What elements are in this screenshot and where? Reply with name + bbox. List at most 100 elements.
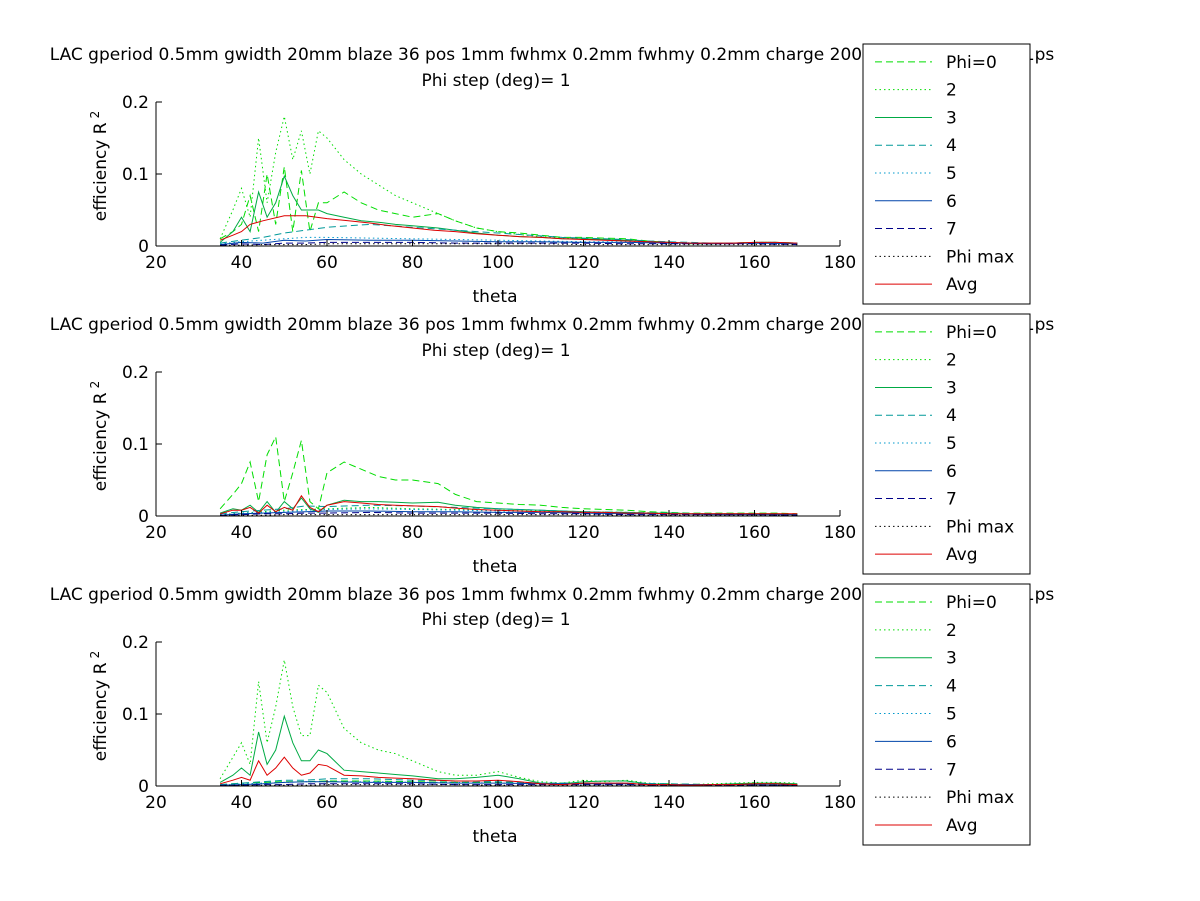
x-tick-label: 80 [402, 523, 424, 543]
legend-entry: 5 [946, 164, 957, 184]
y-tick-label: 0 [138, 507, 149, 527]
y-axis-label: efficiency R 2 [88, 651, 111, 761]
legend-entry: 7 [946, 490, 957, 510]
x-tick-label: 100 [482, 523, 514, 543]
y-axis-label-superscript: 2 [88, 111, 102, 119]
series-line-5 [220, 508, 798, 516]
y-axis-label-text: efficiency R [91, 122, 111, 221]
chart-panel-2: 20 40 60 80 100 120 140 160 180 0 0.1 0.2 theta effic… [50, 315, 1055, 577]
y-tick-label: 0.1 [122, 435, 149, 455]
x-axis-label: theta [473, 827, 518, 847]
x-tick-label: 180 [824, 253, 856, 273]
x-tick-label: 40 [231, 793, 253, 813]
chart-panel-3: 20 40 60 80 100 120 140 160 180 0 0.1 0.2 theta effic… [50, 585, 1055, 847]
x-tick-label: 80 [402, 793, 424, 813]
legend-box [862, 43, 1031, 305]
y-tick-label: 0 [138, 777, 149, 797]
x-tick-label: 60 [316, 793, 338, 813]
x-tick-label: 140 [653, 523, 685, 543]
x-tick-label: 160 [738, 793, 770, 813]
x-tick-label: 140 [653, 253, 685, 273]
legend-entry: Phi=0 [946, 593, 997, 613]
legend-1: Phi=0 2 3 4 5 6 7 Phi max Avg [862, 43, 1031, 305]
x-tick-label: 20 [145, 523, 167, 543]
x-tick-label: 20 [145, 793, 167, 813]
y-tick-label: 0.2 [122, 363, 149, 383]
legend-entry: 7 [946, 760, 957, 780]
x-tick-label: 20 [145, 253, 167, 273]
x-tick-label: 120 [567, 523, 599, 543]
legend-entry: Avg [946, 545, 978, 565]
y-axis-label-text: efficiency R [91, 392, 111, 491]
y-axis-label-superscript: 2 [88, 381, 102, 389]
y-axis-label-text: efficiency R [91, 662, 111, 761]
x-tick-label: 160 [738, 523, 770, 543]
legend-entry: Phi max [946, 517, 1014, 537]
series-line-7 [220, 511, 798, 516]
legend-entry: 3 [946, 108, 957, 128]
series-line-phi-max [220, 243, 798, 246]
legend-entry: Phi=0 [946, 323, 997, 343]
legend-entry: 6 [946, 732, 957, 752]
y-tick-label: 0.2 [122, 633, 149, 653]
legend-entry: Phi=0 [946, 53, 997, 73]
series-line-2 [219, 116, 798, 244]
x-tick-label: 100 [482, 253, 514, 273]
y-axis-label-superscript: 2 [88, 651, 102, 659]
x-tick-label: 60 [316, 523, 338, 543]
legend-entry: 6 [946, 462, 957, 482]
legend-entry: Phi max [946, 788, 1014, 808]
x-tick-label: 180 [824, 523, 856, 543]
x-tick-label: 120 [567, 253, 599, 273]
legend-entry: 3 [946, 378, 957, 398]
legend-entry: 2 [946, 351, 957, 371]
y-tick-label: 0.1 [122, 705, 149, 725]
series-line-4 [220, 223, 798, 244]
x-tick-label: 160 [738, 253, 770, 273]
legend-entry: 4 [946, 677, 957, 697]
x-tick-label: 80 [402, 253, 424, 273]
series-line-phi-0 [219, 435, 798, 515]
series-line-avg [219, 215, 798, 244]
series-line-phi-max [220, 514, 798, 516]
legend-entry: Phi max [946, 247, 1014, 267]
chart-title: LAC gperiod 0.5mm gwidth 20mm blaze 36 p… [50, 45, 1055, 65]
y-tick-label: 0.1 [122, 165, 149, 185]
legend-entry: 5 [946, 434, 957, 454]
legend-entry: 2 [946, 621, 957, 641]
series-line-2 [219, 659, 798, 786]
legend-entry: 7 [946, 220, 957, 240]
legend-2: Phi=0 2 3 4 5 6 7 Phi max Avg [862, 313, 1031, 575]
series-line-5 [220, 781, 798, 786]
y-tick-label: 0 [138, 237, 149, 257]
legend-entry: 2 [946, 81, 957, 101]
chart-panel-1: 20 40 60 80 100 120 140 160 180 0 0.1 0.2 theta effic… [50, 45, 1055, 307]
series-line-avg [219, 756, 798, 786]
x-tick-label: 40 [231, 253, 253, 273]
legend-entry: 4 [946, 136, 957, 156]
legend-box [862, 583, 1031, 846]
x-axis-label: theta [473, 557, 518, 577]
chart-title: LAC gperiod 0.5mm gwidth 20mm blaze 36 p… [50, 585, 1055, 605]
series-line-5 [220, 236, 798, 245]
x-axis-label: theta [473, 287, 518, 307]
chart-title: LAC gperiod 0.5mm gwidth 20mm blaze 36 p… [50, 315, 1055, 335]
series-line-phi-max [220, 784, 798, 787]
legend-box [862, 313, 1031, 575]
series-line-2 [220, 506, 798, 516]
x-tick-label: 60 [316, 253, 338, 273]
chart-subtitle: Phi step (deg)= 1 [421, 610, 570, 630]
legend-entry: 4 [946, 406, 957, 426]
x-tick-label: 180 [824, 793, 856, 813]
legend-entry: 5 [946, 705, 957, 725]
x-tick-label: 100 [482, 793, 514, 813]
y-axis-label: efficiency R 2 [88, 111, 111, 221]
series-line-7 [220, 241, 798, 246]
series-line-3 [219, 174, 798, 244]
chart-subtitle: Phi step (deg)= 1 [421, 341, 570, 361]
legend-3: Phi=0 2 3 4 5 6 7 Phi max Avg [862, 583, 1031, 846]
series-line-phi-0 [219, 166, 798, 245]
y-tick-label: 0.2 [122, 93, 149, 113]
y-axis-label: efficiency R 2 [88, 381, 111, 491]
